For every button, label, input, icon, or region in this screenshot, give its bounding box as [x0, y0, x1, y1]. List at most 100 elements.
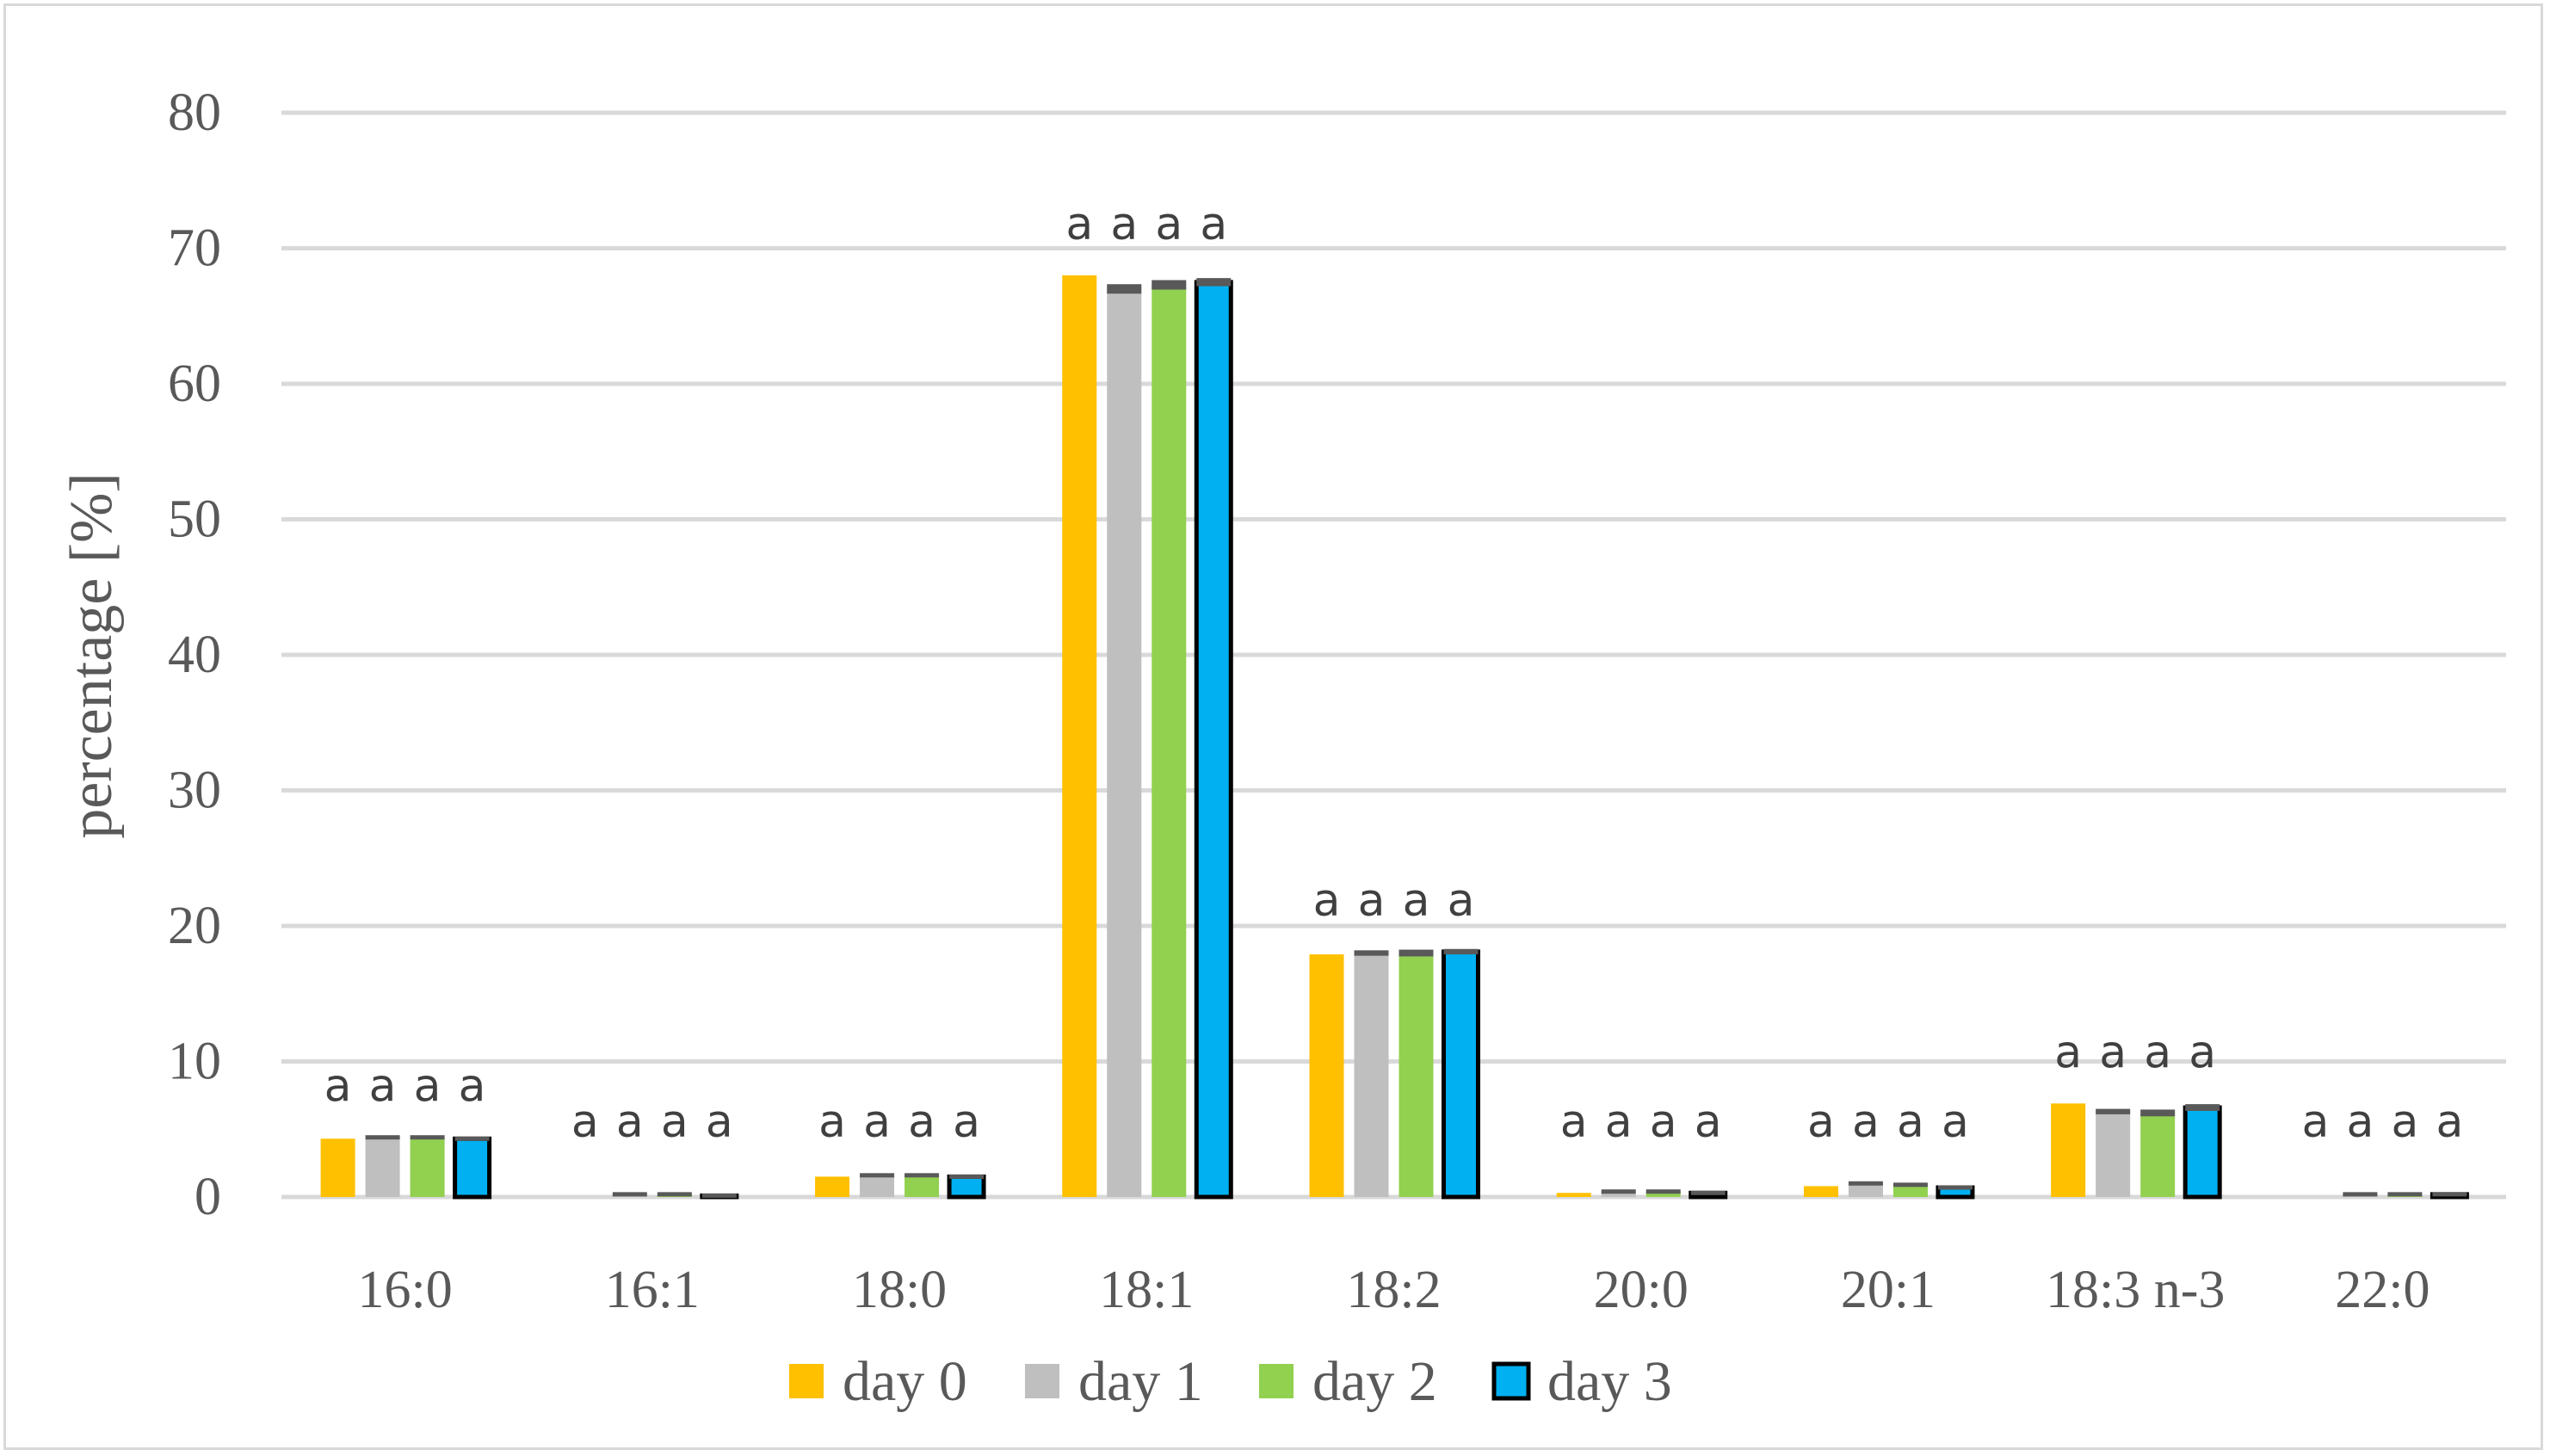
error-bar	[1690, 1190, 1726, 1195]
error-bar	[1848, 1181, 1883, 1186]
significance-label: a	[1358, 875, 1386, 927]
bar-day-0-20-0	[1556, 1193, 1591, 1197]
error-bar	[860, 1173, 895, 1178]
bar-day-0-20-1	[1803, 1186, 1838, 1197]
significance-label: a	[1200, 199, 1227, 250]
error-bar	[905, 1173, 940, 1178]
bar-day-1-18-3-n-3	[2096, 1111, 2131, 1197]
bar-day-2-18-1	[1152, 285, 1187, 1197]
significance-label: a	[1695, 1096, 1722, 1148]
significance-label: a	[324, 1061, 352, 1113]
error-bar	[2432, 1192, 2467, 1197]
significance-label: a	[2189, 1027, 2216, 1078]
significance-label: a	[2099, 1027, 2127, 1078]
bar-day-1-18-0	[860, 1175, 895, 1197]
y-tick-label: 10	[168, 1033, 221, 1091]
error-bar	[1937, 1185, 1973, 1190]
significance-label: a	[1313, 875, 1341, 927]
legend-swatch-day-2	[1259, 1364, 1294, 1398]
x-tick-label: 20:0	[1594, 1261, 1689, 1319]
significance-label: a	[1807, 1096, 1835, 1148]
significance-label: a	[1897, 1096, 1924, 1148]
bar-day-3-18-3-n-3	[2183, 1105, 2222, 1200]
significance-label: a	[1403, 875, 1430, 927]
legend: day 0 day 1 day 2 day 3	[789, 1350, 1672, 1413]
bar-day-2-20-1	[1892, 1184, 1928, 1197]
x-tick-label: 18:0	[852, 1261, 947, 1319]
significance-label: a	[908, 1096, 935, 1148]
legend-label: day 3	[1547, 1350, 1672, 1413]
significance-label: a	[2436, 1096, 2463, 1148]
legend-label: day 1	[1078, 1350, 1203, 1413]
bar-day-2-20-0	[1645, 1191, 1681, 1197]
gridlines	[281, 110, 2506, 1200]
y-axis-ticks: 0 10 20 30 40 50 60 70 80	[168, 83, 221, 1226]
significance-label: a	[1155, 199, 1182, 250]
x-tick-label: 18:3 n-3	[2046, 1261, 2225, 1319]
bar-day-3-18-0	[947, 1174, 986, 1200]
legend-swatch-day-3	[1491, 1361, 1531, 1401]
x-tick-label: 18:2	[1346, 1261, 1441, 1319]
significance-label: a	[2144, 1027, 2171, 1078]
error-bar	[1354, 950, 1389, 956]
bar-day-0-18-1	[1062, 275, 1097, 1197]
significance-label: a	[2054, 1027, 2082, 1078]
legend-swatch-day-1	[1025, 1364, 1059, 1398]
legend-label: day 2	[1312, 1350, 1437, 1413]
bar-day-1-16-0	[365, 1137, 400, 1197]
significance-label: a	[414, 1061, 441, 1113]
error-bar	[657, 1192, 692, 1197]
error-bar	[1398, 949, 1434, 957]
error-bar	[1107, 284, 1142, 294]
bar-day-2-18-0	[905, 1175, 940, 1197]
significance-label: a	[863, 1096, 891, 1148]
y-tick-label: 70	[168, 219, 221, 278]
error-bar	[2387, 1192, 2423, 1197]
significance-label: a	[818, 1096, 846, 1148]
significance-label: a	[1605, 1096, 1633, 1148]
bar-day-0-18-2	[1309, 954, 1344, 1197]
y-tick-label: 50	[168, 490, 221, 549]
x-axis-ticks: 16:0 16:1 18:0 18:1 18:2 20:0 20:1 18:3 n-3 22:0	[357, 1261, 2430, 1319]
bar-day-0-18-3-n-3	[2051, 1103, 2086, 1197]
bar-day-3-16-0	[453, 1136, 492, 1200]
bar-day-0-18-0	[815, 1176, 850, 1197]
legend-swatch-day-0	[789, 1364, 824, 1398]
y-tick-label: 20	[168, 897, 221, 955]
significance-label: a	[1852, 1096, 1880, 1148]
error-bar	[949, 1174, 985, 1179]
y-tick-label: 60	[168, 355, 221, 413]
bar-day-1-18-2	[1354, 953, 1389, 1197]
significance-label: a	[1942, 1096, 1969, 1148]
significance-label: a	[1448, 875, 1475, 927]
error-bar	[701, 1193, 737, 1198]
error-bar	[1443, 948, 1479, 955]
error-bar	[2343, 1192, 2378, 1197]
significance-label: a	[459, 1061, 486, 1113]
bar-day-1-20-1	[1848, 1183, 1883, 1197]
bar-day-0-16-0	[320, 1138, 355, 1197]
x-tick-label: 16:0	[357, 1261, 452, 1319]
error-bar	[1645, 1189, 1681, 1194]
y-tick-label: 40	[168, 626, 221, 684]
error-bar	[1196, 278, 1232, 287]
bars	[320, 275, 2469, 1200]
y-axis-title: percentage [%]	[59, 472, 125, 839]
error-bar	[1152, 280, 1187, 290]
error-bar	[454, 1136, 490, 1141]
significance-label: a	[1065, 199, 1093, 250]
bar-day-2-18-2	[1398, 953, 1434, 1197]
bar-day-2-16-0	[410, 1137, 445, 1197]
y-tick-label: 30	[168, 762, 221, 820]
significance-label: a	[953, 1096, 980, 1148]
bar-day-1-18-1	[1107, 288, 1142, 1197]
legend-label: day 0	[843, 1350, 967, 1413]
x-tick-label: 16:1	[605, 1261, 700, 1319]
x-tick-label: 18:1	[1099, 1261, 1194, 1319]
error-bar	[2185, 1104, 2220, 1111]
bar-day-2-18-3-n-3	[2140, 1113, 2176, 1197]
significance-label: a	[2346, 1096, 2374, 1148]
error-bar	[2096, 1108, 2131, 1114]
error-bar	[612, 1192, 647, 1197]
x-tick-label: 20:1	[1841, 1261, 1936, 1319]
